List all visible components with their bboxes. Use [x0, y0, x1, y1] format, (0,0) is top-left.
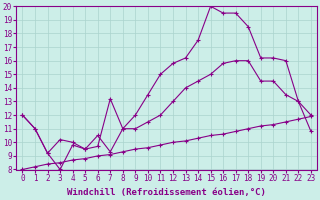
X-axis label: Windchill (Refroidissement éolien,°C): Windchill (Refroidissement éolien,°C): [67, 188, 266, 197]
